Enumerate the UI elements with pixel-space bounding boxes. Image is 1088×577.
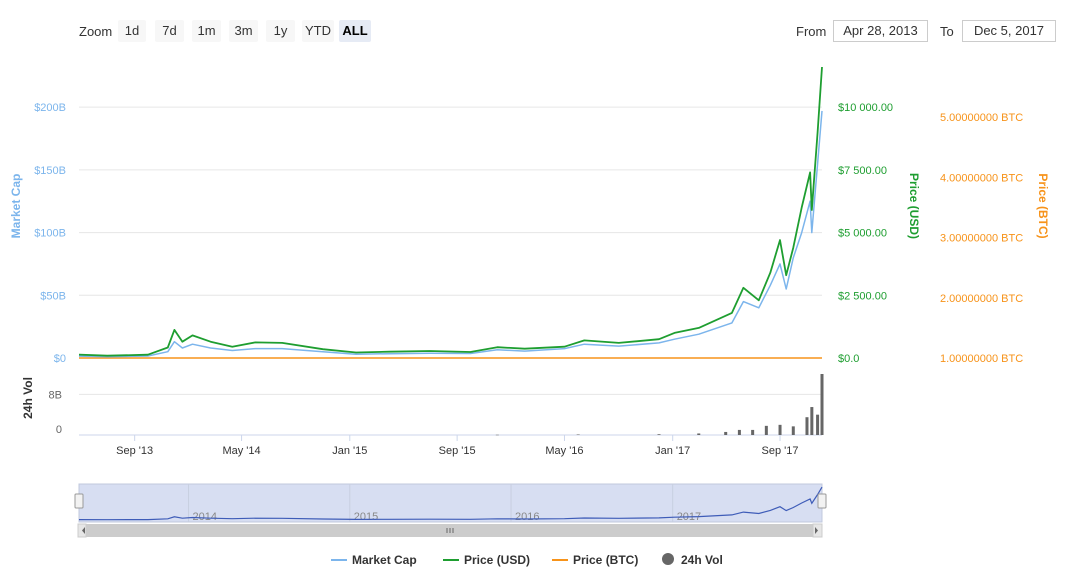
- price-usd-tick-label: $2 500.00: [838, 290, 887, 302]
- volume-bar: [495, 434, 499, 436]
- legend: Market Cap Price (USD) Price (BTC) 24h V…: [0, 550, 1088, 572]
- x-tick-label: Sep '15: [439, 445, 476, 457]
- axes: $0 $0.0 1.00000000 BTC $50B $2 500.00 2.00000…: [9, 102, 1050, 457]
- volume-bar: [697, 433, 701, 435]
- volume-bar: [576, 434, 580, 435]
- price-usd-axis-title: Price (USD): [907, 173, 921, 239]
- scroll-right-icon: [815, 527, 818, 534]
- price-usd-tick-label: $0.0: [838, 353, 859, 365]
- zoom-label: Zoom: [79, 24, 113, 39]
- volume-bar: [816, 414, 820, 435]
- market-cap-tick-label: $100B: [34, 228, 66, 240]
- x-tick-label: Jan '15: [332, 445, 367, 457]
- volume-bar: [657, 434, 661, 435]
- volume-bar: [820, 374, 824, 435]
- market-cap-tick-label: $200B: [34, 102, 66, 114]
- market-cap-tick-label: $0: [54, 353, 66, 365]
- market-cap-tick-label: $50B: [40, 290, 66, 302]
- x-tick-label: May '14: [222, 445, 260, 457]
- legend-item-24h-vol[interactable]: 24h Vol: [681, 553, 723, 567]
- navigator-left-handle[interactable]: [74, 493, 84, 509]
- navigator-right-handle[interactable]: [817, 493, 827, 509]
- legend-item-price-btc[interactable]: Price (BTC): [573, 553, 639, 567]
- zoom-7d-button[interactable]: 7d: [155, 20, 184, 42]
- volume-bar: [810, 407, 814, 435]
- legend-item-market-cap[interactable]: Market Cap: [352, 553, 417, 567]
- price-btc-tick-label: 5.00000000 BTC: [940, 112, 1023, 124]
- from-label: From: [796, 24, 827, 39]
- navigator-year-label: 2015: [354, 511, 378, 523]
- legend-price-usd-swatch: [443, 559, 459, 561]
- volume-gridlines: [79, 393, 822, 436]
- navigator-year-label: 2016: [515, 511, 539, 523]
- x-tick-label: Sep '17: [762, 445, 799, 457]
- volume-bar: [791, 426, 795, 435]
- zoom-1d-button[interactable]: 1d: [118, 20, 146, 42]
- zoom-1m-button[interactable]: 1m: [192, 20, 221, 42]
- navigator-year-label: 2014: [193, 511, 217, 523]
- price-btc-tick-label: 1.00000000 BTC: [940, 353, 1023, 365]
- legend-volume-swatch: [662, 553, 674, 565]
- x-tick-label: Jan '17: [655, 445, 690, 457]
- price-usd-tick-label: $7 500.00: [838, 165, 887, 177]
- volume-bar: [751, 429, 755, 435]
- gridlines: [79, 106, 822, 359]
- price-usd-tick-label: $10 000.00: [838, 102, 893, 114]
- navigator[interactable]: 2014 2015 2016 2017: [74, 483, 827, 538]
- zoom-all-button[interactable]: ALL: [339, 20, 371, 42]
- price-usd-tick-label: $5 000.00: [838, 228, 887, 240]
- price-btc-tick-label: 2.00000000 BTC: [940, 293, 1023, 305]
- legend-item-price-usd[interactable]: Price (USD): [464, 553, 531, 567]
- to-label: To: [940, 24, 954, 39]
- zoom-3m-button[interactable]: 3m: [229, 20, 258, 42]
- from-date-input[interactable]: Apr 28, 2013: [833, 20, 928, 42]
- market-cap-line: [78, 110, 823, 358]
- x-tick-label: May '16: [545, 445, 583, 457]
- volume-bar: [724, 431, 728, 435]
- volume-bar: [764, 425, 768, 435]
- zoom-ytd-button[interactable]: YTD: [302, 20, 334, 42]
- scroll-left-icon: [82, 527, 85, 534]
- price-btc-tick-label: 3.00000000 BTC: [940, 233, 1023, 245]
- volume-axis-title: 24h Vol: [21, 377, 35, 419]
- volume-bars: [495, 374, 824, 436]
- range-selector: Zoom 1d 7d 1m 3m 1y YTD ALL From Apr 28,…: [0, 0, 1088, 60]
- volume-tick-label: 0: [56, 424, 62, 436]
- navigator-series-line: [78, 486, 823, 521]
- market-cap-tick-label: $150B: [34, 165, 66, 177]
- legend-price-btc-swatch: [552, 559, 568, 561]
- to-date-input[interactable]: Dec 5, 2017: [962, 20, 1056, 42]
- volume-bar: [778, 424, 782, 435]
- volume-tick-label: 8B: [49, 389, 62, 401]
- x-tick-label: Sep '13: [116, 445, 153, 457]
- legend-market-cap-swatch: [331, 559, 347, 561]
- price-btc-axis-title: Price (BTC): [1036, 173, 1050, 238]
- price-btc-tick-label: 4.00000000 BTC: [940, 172, 1023, 184]
- market-cap-axis-title: Market Cap: [9, 174, 23, 239]
- volume-bar: [805, 417, 809, 435]
- zoom-1y-button[interactable]: 1y: [266, 20, 295, 42]
- volume-bar: [737, 429, 741, 435]
- series-layer: [78, 66, 823, 359]
- scrollbar-grip-icon: [446, 528, 454, 533]
- price-usd-line: [78, 66, 823, 357]
